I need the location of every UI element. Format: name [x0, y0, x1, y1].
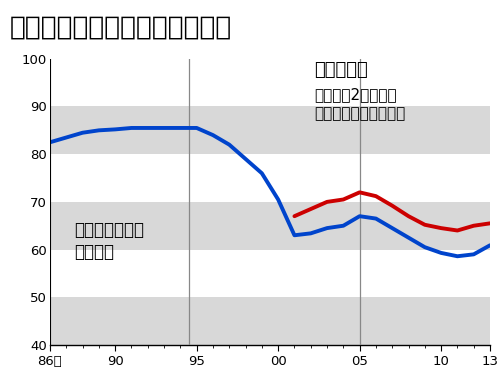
- Bar: [50, 202, 490, 250]
- Bar: [50, 250, 490, 297]
- Text: 納期から2年以内の
後払い分を含めたもの: 納期から2年以内の 後払い分を含めたもの: [314, 87, 405, 121]
- Bar: [50, 59, 490, 107]
- Text: 最終納付率: 最終納付率: [314, 61, 368, 79]
- Bar: [50, 297, 490, 345]
- Text: 国民年金保険料
の納付率: 国民年金保険料 の納付率: [74, 221, 144, 261]
- Text: 国民年金の保険料納付率の推移: 国民年金の保険料納付率の推移: [10, 15, 232, 40]
- Bar: [50, 154, 490, 202]
- Bar: [50, 107, 490, 154]
